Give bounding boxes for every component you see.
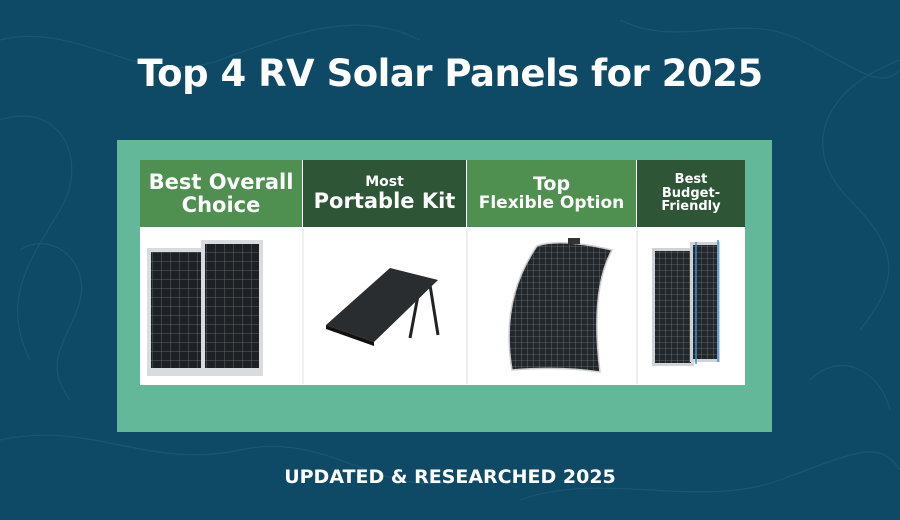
card-label: Flexible Option [478,192,625,213]
card-header: Best Overall Choice [140,160,302,227]
card-label: Top [532,172,571,195]
footer-text: UPDATED & RESEARCHED 2025 [284,466,616,488]
card-label: Budget- [661,185,721,201]
card-header: Best Budget- Friendly [637,160,745,227]
panel-image [652,240,720,366]
card-label: Most [365,174,404,191]
card-label: Best Overall [148,170,294,195]
card-label: Choice [181,192,261,217]
card-header: Top Flexible Option [467,160,636,227]
card-label: Portable Kit [313,188,456,213]
card-label: Best [674,172,708,188]
panel-image [508,238,614,373]
card-header: Most Portable Kit [303,160,466,227]
page-title: Top 4 RV Solar Panels for 2025 [137,52,763,95]
card-label: Friendly [661,199,721,215]
panel-image [147,240,263,376]
panel-image [326,268,440,346]
